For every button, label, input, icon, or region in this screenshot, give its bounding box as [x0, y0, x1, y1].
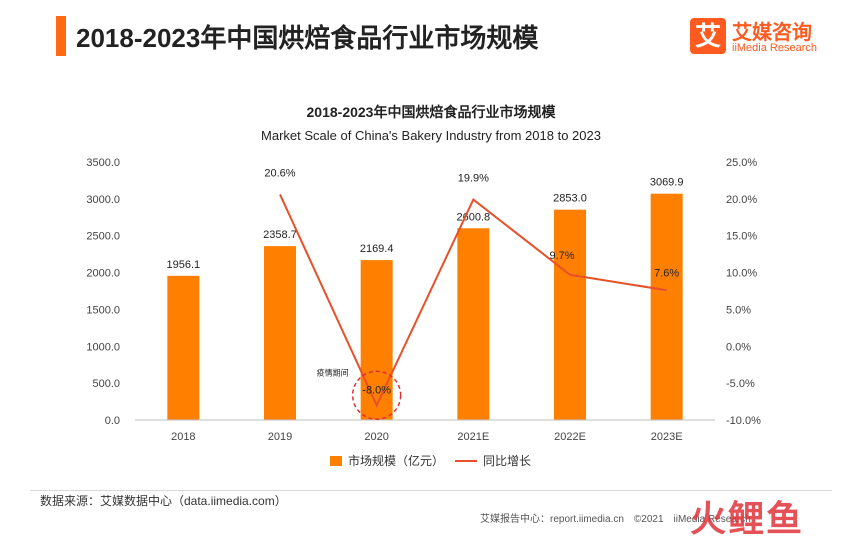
- page-title: 2018-2023年中国烘焙食品行业市场规模: [76, 23, 539, 53]
- legend-bar-label: 市场规模（亿元）: [348, 453, 444, 468]
- right-tick-label: 5.0%: [726, 304, 751, 316]
- chart-subtitle: Market Scale of China's Bakery Industry …: [261, 128, 601, 143]
- x-tick-label: 2019: [268, 431, 292, 443]
- left-tick-label: 1500.0: [86, 304, 120, 316]
- right-tick-label: 25.0%: [726, 157, 757, 169]
- growth-value-label: 9.7%: [549, 250, 574, 262]
- annotation-circle: [351, 370, 402, 421]
- x-tick-label: 2022E: [554, 431, 586, 443]
- growth-value-label: 20.6%: [264, 167, 295, 179]
- chart-title: 2018-2023年中国烘焙食品行业市场规模: [307, 104, 557, 120]
- annotation: 疫情期间: [317, 367, 402, 421]
- left-tick-label: 1000.0: [86, 341, 120, 353]
- bar-value-label: 2600.8: [457, 211, 491, 223]
- left-tick-label: 3000.0: [86, 194, 120, 206]
- bar-value-label: 3069.9: [650, 177, 684, 189]
- x-tick-label: 2023E: [651, 431, 683, 443]
- watermark: 火鲤鱼: [690, 498, 805, 539]
- legend-bar-swatch: [330, 456, 342, 466]
- logo-cn-text: 艾媒咨询: [732, 22, 812, 44]
- logo-en-text: iiMedia Research: [732, 42, 817, 54]
- bar: [264, 246, 296, 420]
- growth-line-series: 20.6% -8.0% 19.9% 9.7% 7.6%: [264, 167, 679, 408]
- right-tick-label: 0.0%: [726, 341, 751, 353]
- x-tick-label: 2020: [364, 431, 388, 443]
- bar: [554, 209, 586, 420]
- x-tick-label: 2018: [171, 431, 195, 443]
- left-tick-label: 0.0: [105, 415, 120, 427]
- right-tick-label: -10.0%: [726, 415, 761, 427]
- bar-value-label: 1956.1: [167, 259, 201, 271]
- x-axis: 2018 2019 2020 2021E 2022E 2023E: [135, 419, 715, 443]
- growth-value-label: 19.9%: [458, 173, 489, 185]
- right-axis: -10.0% -5.0% 0.0% 5.0% 10.0% 15.0% 20.0% 25.0%: [726, 157, 761, 427]
- growth-value-label: -8.0%: [362, 384, 391, 396]
- bar-value-label: 2169.4: [360, 243, 394, 255]
- bar: [650, 193, 683, 420]
- bar: [457, 228, 490, 420]
- footer-divider: [30, 490, 832, 491]
- left-tick-label: 500.0: [92, 378, 120, 390]
- left-axis: 0.0 500.0 1000.0 1500.0 2000.0 2500.0 3000.0 35…: [86, 157, 120, 427]
- bar: [167, 275, 200, 420]
- left-tick-label: 3500.0: [86, 157, 120, 169]
- right-tick-label: 15.0%: [726, 231, 757, 243]
- bar-value-label: 2358.7: [263, 229, 297, 241]
- data-source: 数据来源：艾媒数据中心（data.iimedia.com）: [40, 494, 287, 508]
- title-accent-bar: [56, 16, 66, 56]
- annotation-text: 疫情期间: [317, 367, 349, 377]
- iimedia-logo: 艾 艾媒咨询 iiMedia Research: [690, 16, 840, 60]
- growth-value-label: 7.6%: [654, 267, 679, 279]
- legend-line-label: 同比增长: [483, 454, 531, 468]
- bar: [360, 260, 393, 420]
- logo-icon: 艾: [690, 18, 726, 54]
- right-tick-label: 10.0%: [726, 268, 757, 280]
- report-footer: 艾媒报告中心：report.iimedia.cn ©2021 iiMedia R…: [480, 514, 751, 525]
- legend: 市场规模（亿元） 同比增长: [330, 453, 531, 468]
- bar-value-label: 2853.0: [553, 193, 587, 205]
- growth-line: [279, 194, 667, 408]
- left-tick-label: 2000.0: [86, 268, 120, 280]
- left-tick-label: 2500.0: [86, 231, 120, 243]
- x-tick-label: 2021E: [457, 431, 489, 443]
- bars-series: 1956.1 2358.7 2169.4 2600.8 2853.0 3069.9: [167, 177, 684, 420]
- right-tick-label: 20.0%: [726, 194, 757, 206]
- right-tick-label: -5.0%: [726, 378, 755, 390]
